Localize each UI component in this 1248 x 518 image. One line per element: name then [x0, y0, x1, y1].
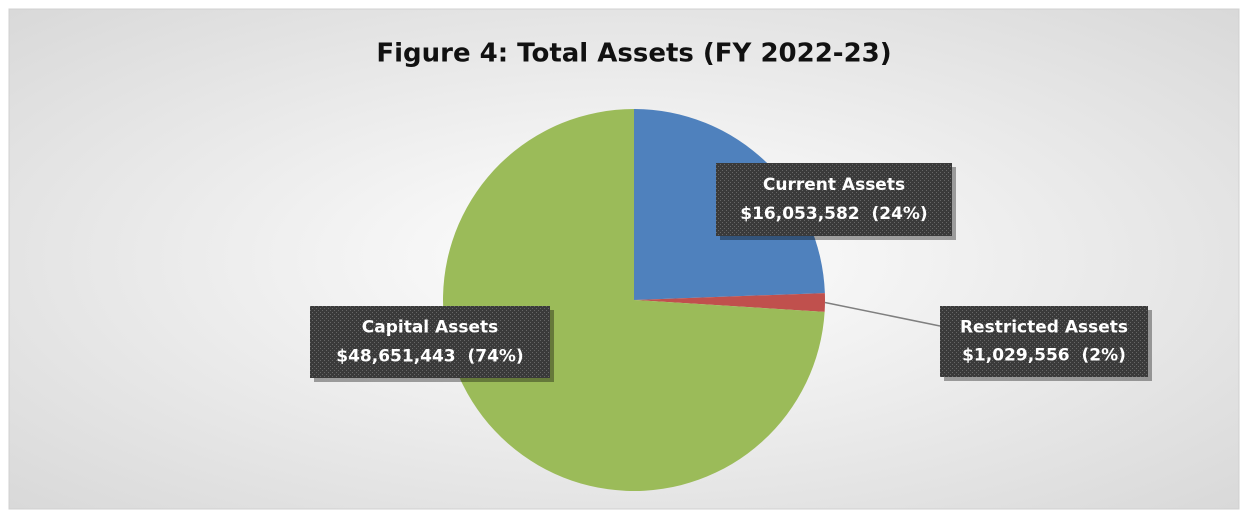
pie-slice	[634, 293, 825, 312]
label-name: Current Assets	[763, 175, 905, 195]
label-value: $16,053,582 (24%)	[740, 204, 927, 224]
label-box	[716, 163, 952, 236]
label-value: $1,029,556 (2%)	[962, 346, 1126, 366]
leader-line	[824, 301, 941, 327]
label-name: Capital Assets	[362, 318, 498, 338]
label-value: $48,651,443 (74%)	[336, 346, 523, 366]
label-name: Restricted Assets	[960, 317, 1128, 337]
chart-title: Figure 4: Total Assets (FY 2022-23)	[376, 39, 891, 69]
pie-slice	[442, 109, 825, 491]
label-box	[310, 306, 550, 378]
label-box	[940, 306, 1148, 377]
